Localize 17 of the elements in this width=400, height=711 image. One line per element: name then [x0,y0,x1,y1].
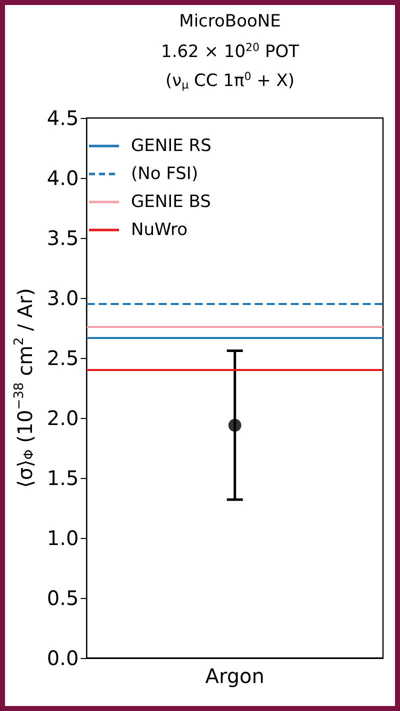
y-axis-title: ⟨σ⟩Φ (10−38 cm2 / Ar) [12,288,37,488]
x-tick-label: Argon [205,664,264,688]
y-tick-label: 3.0 [46,286,79,310]
y-tick-label: 0.0 [46,646,79,670]
y-tick-label: 4.0 [46,166,79,190]
legend-label: NuWro [131,220,188,240]
chart-title: MicroBooNE [179,12,281,32]
y-tick-label: 1.0 [46,526,79,550]
y-tick-label: 3.5 [46,226,79,250]
y-tick-label: 1.5 [46,466,79,490]
y-tick-label: 0.5 [46,586,79,610]
legend-label: GENIE BS [131,192,211,212]
y-tick-label: 2.0 [46,406,79,430]
y-tick-label: 2.5 [46,346,79,370]
legend-label: GENIE RS [131,136,212,156]
legend-label: (No FSI) [131,164,198,184]
y-tick-label: 4.5 [46,106,79,130]
